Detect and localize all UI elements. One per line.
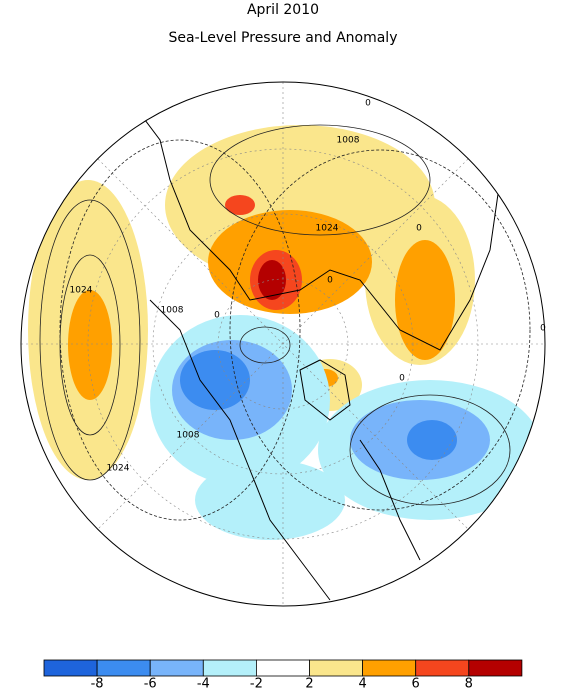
colorbar-tick-label: 8 bbox=[465, 677, 473, 689]
map-border bbox=[20, 81, 546, 607]
contour-label: 0 bbox=[399, 374, 405, 384]
contour-label: 1008 bbox=[177, 431, 200, 441]
contour-label: 1024 bbox=[107, 464, 130, 474]
colorbar-swatch bbox=[415, 659, 470, 677]
colorbar-swatch bbox=[96, 659, 151, 677]
coastlines bbox=[129, 99, 501, 601]
anomaly-area bbox=[395, 240, 455, 360]
anomaly-area bbox=[68, 290, 112, 400]
map bbox=[21, 82, 545, 606]
colorbar-tick-label: -8 bbox=[91, 677, 104, 689]
contour-label: 1024 bbox=[70, 286, 93, 296]
contour-label: 1008 bbox=[337, 136, 360, 146]
colorbar-tick-label: -2 bbox=[250, 677, 263, 689]
contour-label: 1008 bbox=[161, 306, 184, 316]
colorbar-swatch bbox=[468, 659, 523, 677]
contour-labels: 1008 1024 0 1024 1008 0 1008 1024 0 0 0 0 bbox=[70, 99, 547, 474]
colorbar-swatch bbox=[255, 659, 310, 677]
anomaly-area bbox=[180, 350, 250, 410]
anomaly-area bbox=[225, 195, 255, 215]
anomaly-fields bbox=[28, 125, 542, 540]
contour-label: 0 bbox=[416, 224, 422, 234]
isobars bbox=[39, 124, 531, 521]
contour-label: 0 bbox=[540, 324, 546, 334]
contour-label: 1024 bbox=[316, 224, 339, 234]
colorbar-tick-label: -6 bbox=[144, 677, 157, 689]
colorbar-tick-label: 2 bbox=[305, 677, 313, 689]
contour-label: 0 bbox=[214, 311, 220, 321]
anomaly-area bbox=[195, 460, 345, 540]
subtitle: Sea-Level Pressure and Anomaly bbox=[169, 30, 398, 46]
colorbar-tick-label: 4 bbox=[358, 677, 366, 689]
graticule bbox=[21, 82, 545, 606]
colorbar: -8 -6 -4 -2 2 4 6 8 bbox=[43, 659, 523, 689]
title: April 2010 bbox=[247, 2, 319, 18]
colorbar-swatch bbox=[202, 659, 257, 677]
colorbar-swatch bbox=[362, 659, 417, 677]
colorbar-swatch bbox=[149, 659, 204, 677]
contour-label: 0 bbox=[327, 276, 333, 286]
colorbar-swatch bbox=[43, 659, 98, 677]
colorbar-tick-label: 6 bbox=[412, 677, 420, 689]
anomaly-area bbox=[407, 420, 457, 460]
colorbar-swatch bbox=[309, 659, 363, 677]
colorbar-tick-label: -4 bbox=[197, 677, 210, 689]
contour-label: 0 bbox=[365, 99, 371, 109]
anomaly-area bbox=[258, 260, 286, 300]
